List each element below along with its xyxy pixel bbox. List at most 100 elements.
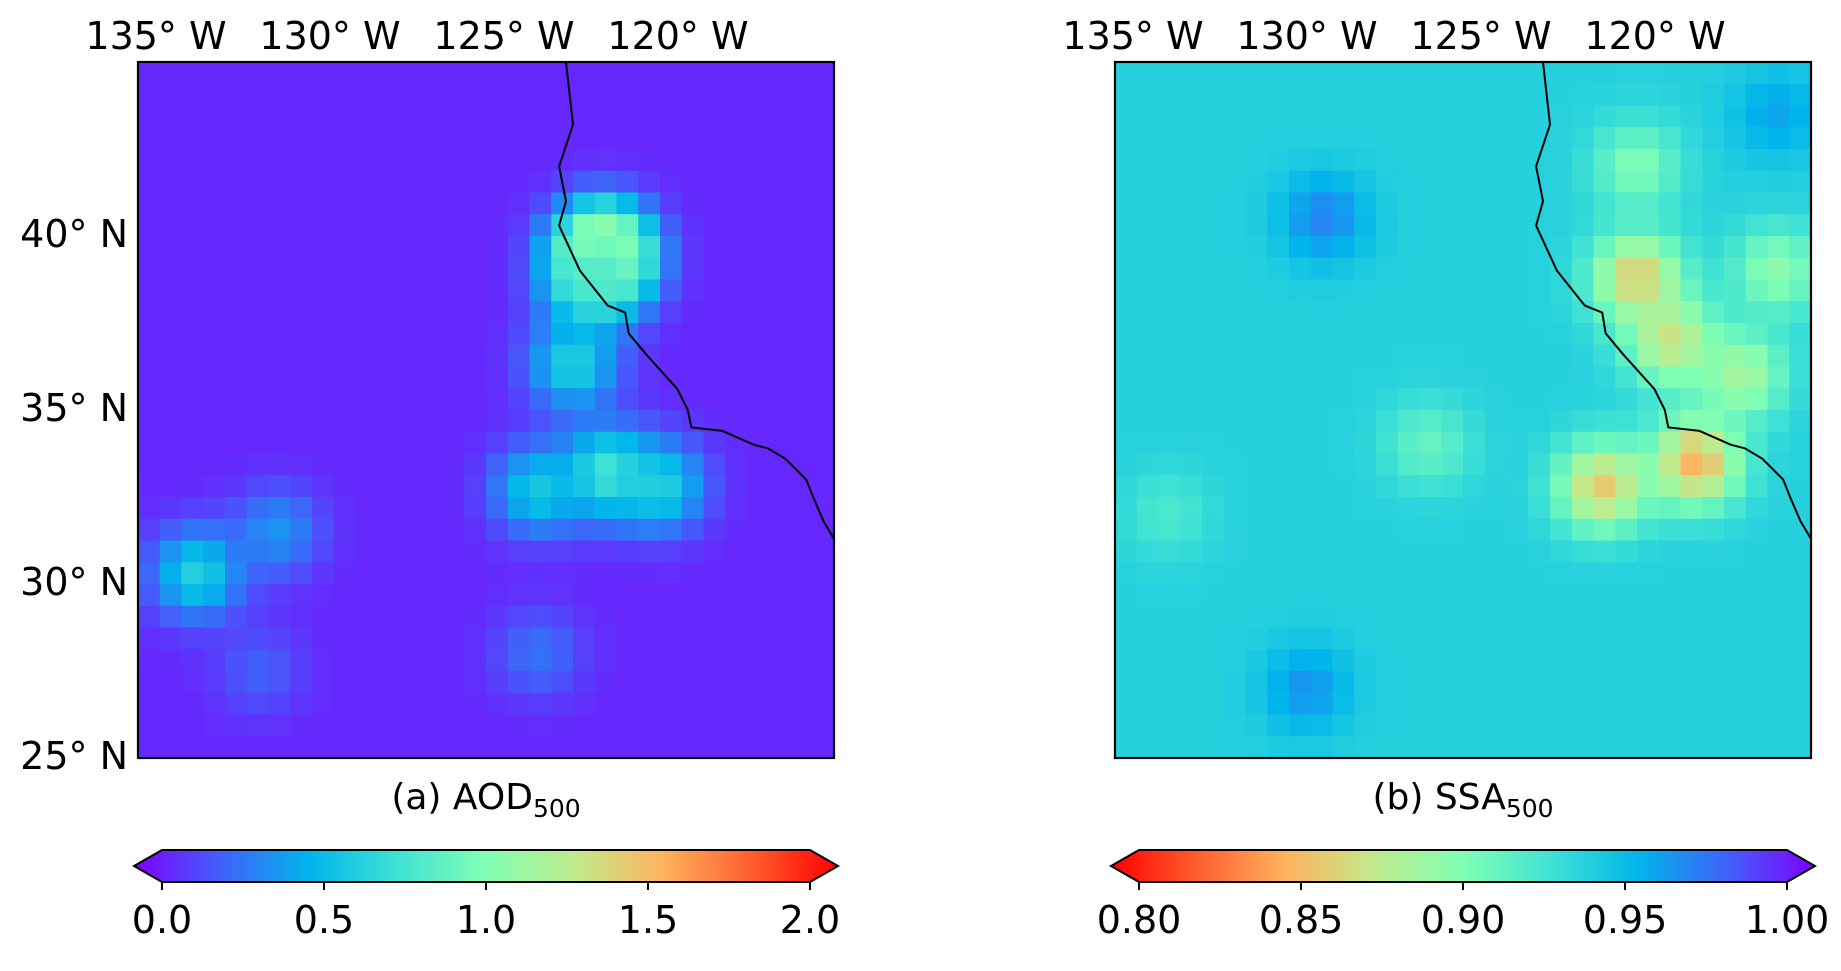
ssa-cell (1419, 540, 1442, 563)
ssa-cell (1658, 149, 1682, 172)
ssa-cell (1397, 192, 1421, 215)
ssa-cell (1463, 127, 1486, 150)
aod-cell (812, 518, 834, 542)
ssa-cell (1745, 518, 1769, 542)
ssa-cell (1615, 105, 1638, 128)
aod-cell (203, 62, 226, 85)
ssa-cell (1180, 714, 1203, 737)
aod-cell (768, 62, 792, 85)
aod-cell (768, 83, 792, 107)
aod-cell (681, 388, 705, 411)
aod-cell (333, 649, 357, 672)
ssa-cell (1680, 366, 1703, 389)
ssa-cell (1463, 627, 1486, 650)
aod-cell (725, 214, 748, 237)
aod-cell (464, 105, 487, 128)
aod-cell (420, 388, 444, 411)
aod-cell (660, 127, 683, 150)
aod-cell (225, 453, 248, 476)
ssa-cell (1267, 410, 1290, 433)
ssa-cell (1550, 431, 1573, 455)
aod-cell (181, 714, 204, 737)
aod-cell (594, 236, 618, 259)
ssa-cell (1484, 323, 1508, 346)
aod-cell (529, 105, 552, 128)
aod-cell (616, 736, 639, 758)
aod-cell (725, 127, 748, 150)
ssa-cell (1745, 323, 1769, 346)
ssa-cell (1637, 149, 1660, 172)
aod-cell (638, 584, 661, 607)
aod-cell (203, 214, 226, 237)
ssa-cell (1593, 236, 1616, 259)
ssa-cell (1528, 366, 1551, 389)
ssa-cell (1593, 62, 1616, 85)
ssa-cell (1289, 605, 1312, 629)
aod-cell (159, 714, 183, 737)
aod-cell (768, 475, 792, 498)
aod-cell (442, 540, 465, 563)
ssa-cell (1136, 344, 1160, 368)
aod-cell (399, 323, 422, 346)
ssa-cell (1571, 584, 1595, 607)
aod-cell (681, 410, 705, 433)
ssa-cell (1615, 366, 1638, 389)
ssa-cell (1289, 584, 1312, 607)
aod-cell (812, 236, 834, 259)
aod-cell (725, 453, 748, 476)
ssa-cell (1789, 366, 1811, 389)
ssa-cell (1463, 62, 1486, 85)
aod-cell (377, 279, 400, 302)
ssa-cell (1767, 105, 1790, 128)
ssa-cell (1419, 518, 1442, 542)
ssa-cell (1789, 605, 1811, 629)
ssa-cell (1441, 105, 1464, 128)
ssa-cell (1180, 692, 1203, 716)
ssa-cell (1550, 257, 1573, 281)
aod-cell (616, 83, 639, 107)
colorbar-a-label-3: 1.5 (618, 898, 678, 942)
aod-cell (312, 475, 335, 498)
ssa-cell (1637, 257, 1660, 281)
aod-cell (420, 366, 444, 389)
aod-cell (377, 627, 400, 650)
aod-cell (747, 105, 770, 128)
aod-cell (594, 257, 618, 281)
ssa-cell (1310, 279, 1334, 302)
aod-cell (638, 692, 661, 716)
ssa-cell (1202, 692, 1225, 716)
aod-cell (377, 323, 400, 346)
aod-cell (486, 540, 509, 563)
ssa-cell (1637, 605, 1660, 629)
aod-cell (181, 236, 204, 259)
aod-cell (616, 279, 639, 302)
ssa-heatmap (1115, 62, 1811, 758)
aod-cell (529, 692, 552, 716)
aod-cell (529, 540, 552, 563)
ssa-cell (1484, 192, 1508, 215)
ssa-cell (1680, 236, 1703, 259)
aod-cell (268, 540, 291, 563)
aod-cell (442, 83, 465, 107)
panel-ssa: 135° W 130° W 125° W 120° W (b) SSA500 0… (1062, 14, 1829, 942)
ssa-cell (1441, 692, 1464, 716)
ssa-cell (1506, 149, 1529, 172)
aod-cell (333, 279, 357, 302)
aod-cell (551, 627, 574, 650)
aod-cell (225, 410, 248, 433)
aod-cell (768, 627, 792, 650)
aod-cell (181, 192, 204, 215)
lon-label-135w-a: 135° W (85, 14, 226, 58)
aod-cell (790, 170, 813, 194)
ssa-cell (1289, 497, 1312, 520)
aod-cell (529, 83, 552, 107)
aod-cell (442, 344, 465, 368)
aod-cell (812, 214, 834, 237)
aod-cell (638, 127, 661, 150)
ssa-cell (1658, 649, 1682, 672)
aod-cell (507, 366, 531, 389)
aod-cell (377, 366, 400, 389)
ssa-cell (1310, 62, 1334, 85)
ssa-cell (1702, 257, 1725, 281)
ssa-cell (1506, 627, 1529, 650)
